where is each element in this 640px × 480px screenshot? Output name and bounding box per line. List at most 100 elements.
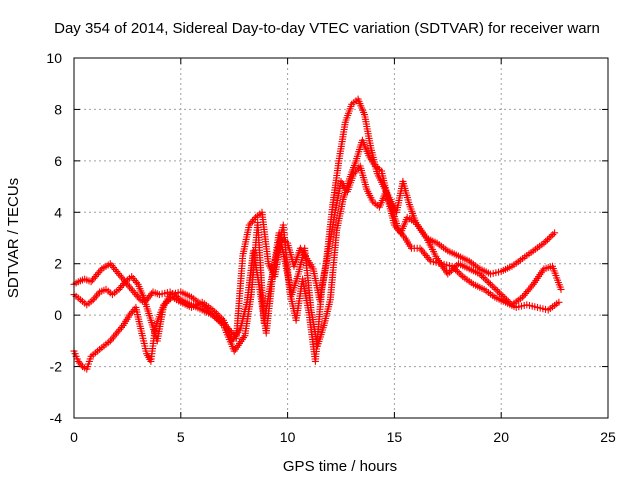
data-point-track-b-2 <box>83 297 95 309</box>
data-point-track-c-6 <box>100 339 112 350</box>
data-point-track-a-25 <box>245 215 258 229</box>
data-point-track-c-27 <box>260 283 274 327</box>
data-point-track-a-55 <box>455 252 471 264</box>
data-point-track-c-38 <box>331 180 344 219</box>
data-point-track-b-21 <box>228 326 243 345</box>
data-point-track-c-19 <box>188 293 204 307</box>
data-point-track-b-9 <box>128 273 140 286</box>
data-point-track-a-53 <box>433 239 450 253</box>
data-point-track-c-64 <box>555 298 563 306</box>
data-point-track-c-1 <box>74 357 85 369</box>
data-point-track-b-16 <box>177 298 193 310</box>
data-point-track-b-61 <box>540 263 554 273</box>
data-point-track-a-57 <box>476 265 492 277</box>
data-point-track-c-21 <box>209 311 226 328</box>
data-point-track-a-4 <box>91 267 104 281</box>
data-point-track-c-60 <box>512 302 528 311</box>
data-point-track-c-20 <box>198 301 215 317</box>
y-tick-label: 8 <box>54 101 62 117</box>
data-point-track-a-11 <box>136 296 146 305</box>
data-point-track-b-53 <box>455 260 471 272</box>
data-point-track-c-14 <box>147 327 159 365</box>
data-point-track-c-42 <box>356 162 370 191</box>
data-point-track-c-36 <box>318 252 332 293</box>
data-point-track-c-8 <box>113 323 125 337</box>
data-point-track-c-55 <box>459 273 475 287</box>
data-point-track-c-52 <box>427 257 443 267</box>
y-axis-label: SDTVAR / TECUs <box>5 178 22 298</box>
data-point-track-c-23 <box>230 334 247 355</box>
data-point-track-a-3 <box>87 274 98 286</box>
axis-ticks: 0 5 10 15 20 25 -4 -2 0 2 4 6 8 10 <box>46 50 616 445</box>
data-point-track-c-51 <box>416 244 433 263</box>
data-point-track-a-6 <box>106 260 119 273</box>
data-point-track-c-61 <box>523 301 539 311</box>
data-point-track-c-16 <box>158 293 173 314</box>
data-point-track-b-62 <box>549 262 564 291</box>
x-tick-label: 10 <box>280 429 296 445</box>
data-point-track-b-56 <box>487 280 503 297</box>
data-point-track-a-26 <box>252 210 264 221</box>
data-point-track-c-30 <box>279 221 293 293</box>
data-point-track-a-2 <box>81 275 93 285</box>
data-point-track-a-62 <box>529 241 546 255</box>
x-tick-label: 20 <box>493 429 509 445</box>
plot-frame <box>73 57 609 419</box>
data-points <box>70 95 565 373</box>
data-point-track-a-59 <box>497 263 514 275</box>
data-point-track-b-36 <box>326 229 340 304</box>
data-point-track-a-58 <box>487 268 502 278</box>
data-point-track-c-37 <box>324 213 338 257</box>
chart-title: Day 354 of 2014, Sidereal Day-to-day VTE… <box>54 20 600 37</box>
data-point-track-a-56 <box>465 257 482 271</box>
data-point-track-b-19 <box>209 306 226 323</box>
data-point-track-a-63 <box>540 231 557 247</box>
data-point-track-c-58 <box>491 293 507 305</box>
y-tick-label: 4 <box>54 204 62 220</box>
data-point-track-a-60 <box>508 256 524 270</box>
data-point-track-a-43 <box>361 111 374 150</box>
data-point-track-c-2 <box>79 363 89 372</box>
data-point-track-c-7 <box>106 331 119 345</box>
data-point-track-a-54 <box>444 247 460 259</box>
y-tick-label: -4 <box>50 410 63 426</box>
data-point-track-c-43 <box>363 185 376 204</box>
data-point-track-c-47 <box>388 206 402 232</box>
data-point-track-b-41 <box>358 136 372 157</box>
data-point-track-a-10 <box>132 291 143 302</box>
data-point-track-b-50 <box>422 234 440 260</box>
data-point-track-c-11 <box>132 303 146 337</box>
data-point-track-a-38 <box>329 159 342 211</box>
data-point-track-c-35 <box>311 288 326 365</box>
data-point-track-b-59 <box>519 282 536 301</box>
data-point-track-a-39 <box>335 121 349 165</box>
data-point-track-c-63 <box>544 300 561 314</box>
data-point-track-b-5 <box>102 285 114 297</box>
data-point-track-c-4 <box>87 349 99 360</box>
data-point-track-a-24 <box>239 224 253 260</box>
data-point-track-b-52 <box>444 261 461 278</box>
data-point-track-a-61 <box>519 248 535 263</box>
data-point-track-c-17 <box>166 289 182 299</box>
data-point-track-c-13 <box>143 350 154 363</box>
data-point-track-c-56 <box>469 280 486 292</box>
data-point-track-a-40 <box>341 103 355 126</box>
x-tick-label: 15 <box>387 429 403 445</box>
data-point-track-a-14 <box>149 288 161 298</box>
data-point-track-b-42 <box>365 152 378 168</box>
data-point-track-c-28 <box>267 252 280 288</box>
data-point-track-b-8 <box>121 274 133 286</box>
y-tick-label: 0 <box>54 307 62 323</box>
data-point-track-c-48 <box>395 226 407 240</box>
data-point-track-a-13 <box>145 290 156 301</box>
data-point-track-b-6 <box>108 287 121 299</box>
data-point-track-b-1 <box>76 296 89 307</box>
data-point-track-b-7 <box>115 280 128 293</box>
data-point-track-a-42 <box>354 95 368 116</box>
data-point-track-a-15 <box>155 289 171 299</box>
data-point-track-b-55 <box>476 270 493 287</box>
data-point-track-b-10 <box>134 280 148 301</box>
data-point-track-c-9 <box>119 313 132 329</box>
data-point-track-c-33 <box>299 275 312 314</box>
data-point-track-b-11 <box>141 296 154 322</box>
